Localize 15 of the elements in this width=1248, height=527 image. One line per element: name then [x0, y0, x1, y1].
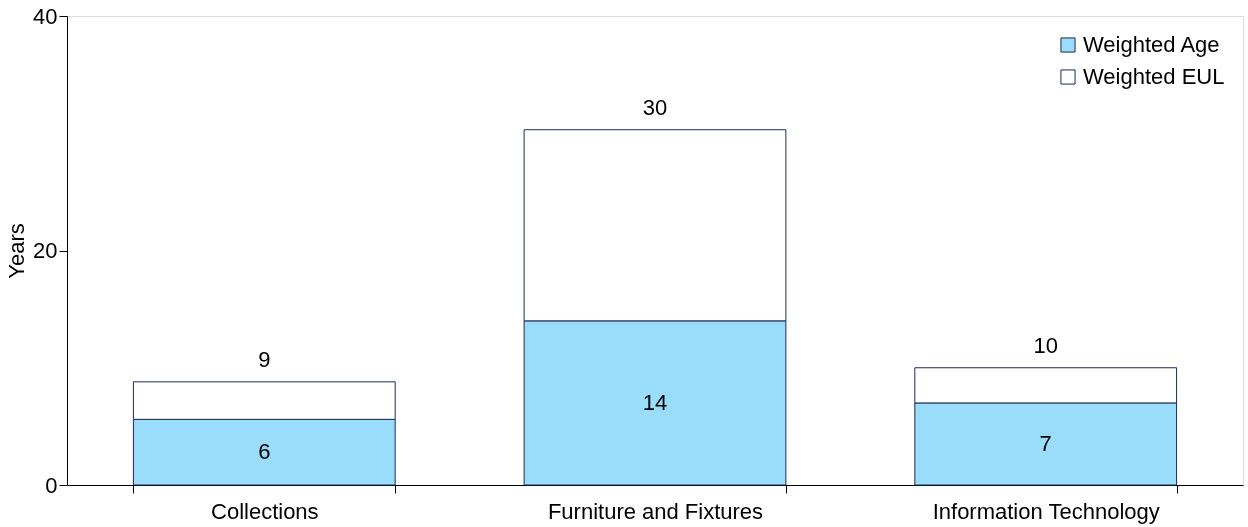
- y-tick-label: 20: [33, 238, 58, 263]
- y-tick-label: 40: [33, 3, 58, 29]
- data-label: 7: [1039, 430, 1052, 456]
- y-axis-title: Years: [4, 223, 30, 279]
- x-tick-label: Collections: [211, 498, 319, 524]
- total-label: 10: [1033, 332, 1058, 358]
- data-label: 6: [258, 439, 271, 465]
- x-tick-label: Furniture and Fixtures: [547, 498, 764, 524]
- y-tick-label: 0: [45, 472, 58, 498]
- total-label: 9: [258, 346, 271, 372]
- total-label: 30: [642, 94, 668, 120]
- legend-label: Weighted Age: [1083, 32, 1220, 57]
- legend-label: Weighted EUL: [1083, 64, 1225, 89]
- data-label: 14: [642, 389, 668, 415]
- x-tick-label: Information Technology: [932, 498, 1160, 524]
